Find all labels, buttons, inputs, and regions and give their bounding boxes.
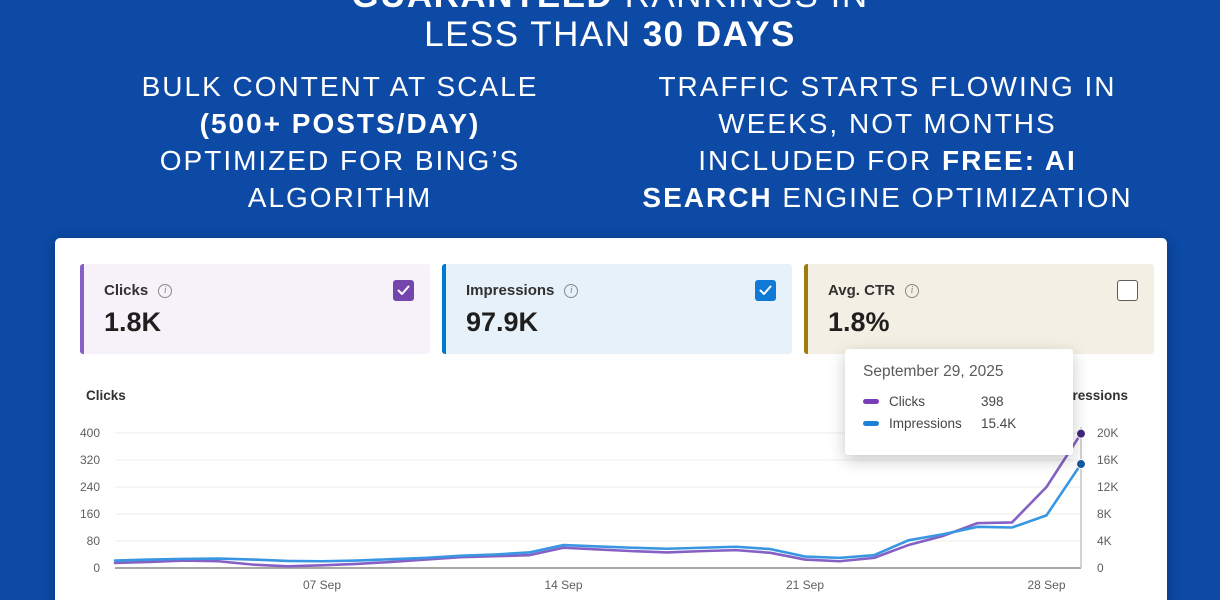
svg-text:28 Sep: 28 Sep [1027,578,1065,592]
avg-ctr-value: 1.8% [828,307,890,337]
impressions-checkbox[interactable] [755,280,776,301]
clicks-checkbox[interactable] [393,280,414,301]
svg-text:0: 0 [1097,561,1104,575]
svg-text:14 Sep: 14 Sep [544,578,582,592]
analytics-card: Clicks i 1.8K Impressions i 97.9K [55,238,1167,600]
clicks-series-swatch [863,399,879,404]
impressions-series-swatch [863,421,879,426]
svg-text:20K: 20K [1097,426,1118,440]
svg-text:8K: 8K [1097,507,1112,521]
left-axis-title: Clicks [86,388,126,403]
info-icon[interactable]: i [158,283,173,298]
svg-text:400: 400 [80,426,100,440]
headline: GUARANTEED RANKINGS INLESS THAN 30 DAYS [351,0,867,54]
svg-text:160: 160 [80,507,100,521]
tooltip-impressions-label: Impressions [889,416,962,431]
tooltip-row-impressions: Impressions 15.4K [863,416,1055,431]
impressions-metric-tile[interactable]: Impressions i 97.9K [442,264,792,354]
traffic-line-chart[interactable]: 0 80 160 240 320 400 0 4K 8K 12K 16K 20K 07 Sep 14 Se… [55,403,1167,600]
metric-tiles: Clicks i 1.8K Impressions i 97.9K [80,264,1154,354]
svg-text:12K: 12K [1097,480,1118,494]
info-icon[interactable]: i [564,283,579,298]
tooltip-clicks-value: 398 [981,394,1004,409]
promo-right-block: TRAFFIC STARTS FLOWING IN WEEKS, NOT MONT… [642,71,1133,213]
svg-text:240: 240 [80,480,100,494]
svg-text:07 Sep: 07 Sep [303,578,341,592]
svg-text:80: 80 [87,534,101,548]
svg-text:0: 0 [93,561,100,575]
avg-ctr-label: Avg. CTR [828,282,895,299]
clicks-value: 1.8K [104,307,162,337]
tooltip-impressions-value: 15.4K [981,416,1017,431]
svg-text:4K: 4K [1097,534,1112,548]
clicks-label: Clicks [104,282,149,299]
impressions-label: Impressions [466,282,555,299]
tooltip-row-clicks: Clicks 398 [863,394,1055,409]
promo-left-block: BULK CONTENT AT SCALE (500+ POSTS/DAY) OPT… [141,71,539,213]
clicks-metric-tile[interactable]: Clicks i 1.8K [80,264,430,354]
tooltip-date: September 29, 2025 [863,363,1004,380]
svg-text:320: 320 [80,453,100,467]
svg-text:16K: 16K [1097,453,1118,467]
avg-ctr-metric-tile[interactable]: Avg. CTR i 1.8% [804,264,1154,354]
impressions-value: 97.9K [466,307,539,337]
tooltip-clicks-label: Clicks [889,394,925,409]
chart-tooltip: September 29, 2025 Clicks 398 Impression… [845,349,1073,455]
svg-text:21 Sep: 21 Sep [786,578,824,592]
avg-ctr-checkbox[interactable] [1117,280,1138,301]
info-icon[interactable]: i [904,283,919,298]
